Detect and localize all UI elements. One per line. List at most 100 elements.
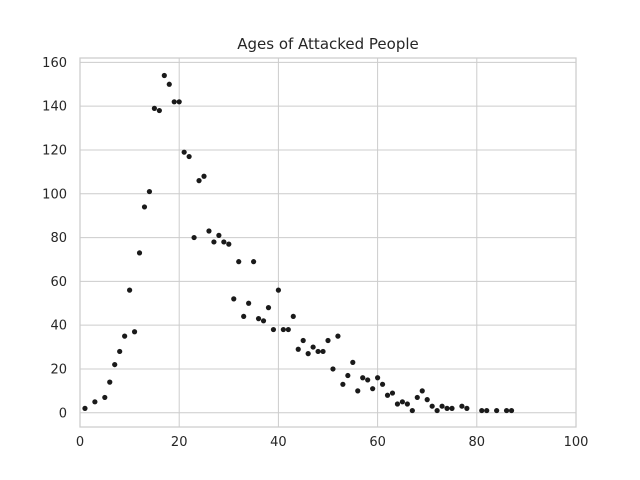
data-point — [241, 313, 247, 320]
y-tick-label: 140 — [42, 100, 67, 115]
data-point — [484, 407, 490, 414]
y-tick-label: 0 — [59, 406, 67, 421]
data-point — [310, 344, 316, 350]
data-point — [127, 287, 133, 293]
data-point — [494, 407, 500, 414]
data-point — [429, 403, 435, 409]
data-point — [325, 337, 331, 344]
data-point — [107, 379, 113, 385]
data-point — [355, 388, 361, 394]
data-point — [285, 326, 291, 333]
data-point — [300, 337, 306, 344]
data-point — [305, 351, 311, 357]
data-point — [439, 403, 445, 409]
data-point — [221, 239, 227, 245]
data-point — [181, 149, 187, 155]
data-point — [345, 372, 351, 379]
x-tick-label: 40 — [270, 435, 287, 450]
data-point — [295, 346, 301, 352]
data-point — [82, 405, 88, 411]
data-point — [340, 381, 346, 387]
data-point — [236, 259, 242, 265]
data-point — [117, 348, 123, 355]
chart-title: Ages of Attacked People — [237, 35, 419, 53]
data-point — [365, 377, 371, 383]
data-point — [102, 394, 108, 401]
data-point — [375, 375, 381, 381]
data-point — [136, 250, 143, 256]
data-point — [449, 405, 455, 411]
data-point — [315, 348, 321, 355]
y-tick-label: 100 — [42, 187, 67, 202]
data-point — [508, 407, 515, 414]
data-point — [171, 99, 177, 105]
data-point — [265, 305, 272, 311]
data-point — [201, 173, 207, 179]
data-point — [379, 381, 386, 387]
data-point — [370, 386, 376, 392]
data-point — [503, 407, 510, 414]
data-point — [464, 405, 470, 411]
data-point — [270, 326, 277, 333]
data-point — [211, 239, 217, 245]
data-point — [226, 241, 232, 247]
data-point — [320, 348, 326, 355]
x-tick-label: 80 — [469, 435, 486, 450]
data-point — [92, 399, 98, 405]
data-point — [112, 361, 118, 368]
data-point — [191, 234, 197, 241]
plot-frame — [79, 57, 577, 428]
y-axis-ticks: 0 20 40 60 80 100 120 140 160 — [42, 56, 67, 421]
data-point — [350, 359, 356, 365]
data-point — [131, 329, 138, 335]
data-point — [360, 375, 366, 381]
y-tick-label: 60 — [50, 275, 67, 290]
data-point — [186, 153, 192, 160]
data-point — [176, 99, 182, 105]
data-point — [330, 366, 336, 372]
x-tick-label: 20 — [171, 435, 188, 450]
data-point — [404, 401, 410, 407]
data-point — [122, 333, 128, 339]
data-point — [251, 259, 257, 265]
data-point — [459, 403, 465, 409]
data-point — [206, 228, 212, 234]
y-tick-label: 20 — [50, 362, 67, 377]
data-point — [384, 392, 391, 398]
data-point — [146, 188, 153, 195]
data-point — [335, 333, 341, 339]
data-point — [414, 394, 420, 401]
data-point — [196, 178, 202, 184]
data-point — [216, 232, 222, 238]
data-point — [419, 388, 425, 394]
data-point — [161, 72, 167, 79]
data-point — [275, 287, 281, 293]
data-point — [260, 318, 267, 324]
y-tick-label: 120 — [42, 143, 67, 158]
data-point — [479, 407, 485, 414]
data-point — [246, 300, 252, 306]
y-tick-label: 160 — [42, 56, 67, 71]
y-tick-label: 80 — [50, 231, 67, 246]
x-tick-label: 60 — [369, 435, 386, 450]
data-point — [434, 407, 440, 414]
data-point — [389, 390, 396, 396]
data-point — [290, 313, 296, 320]
x-axis-ticks: 0 20 40 60 80 100 — [76, 435, 589, 450]
data-point — [141, 204, 148, 210]
x-tick-label: 0 — [76, 435, 84, 450]
data-point — [424, 397, 430, 403]
data-point — [280, 326, 286, 333]
data-point — [409, 407, 415, 414]
data-point — [156, 107, 162, 114]
data-point — [399, 399, 405, 405]
data-points — [82, 72, 515, 414]
grid-lines — [79, 58, 577, 427]
data-point — [394, 401, 401, 407]
data-point — [166, 81, 172, 87]
data-point — [255, 315, 262, 322]
data-point — [444, 405, 450, 411]
data-point — [231, 296, 237, 302]
data-point — [151, 105, 157, 111]
y-tick-label: 40 — [50, 319, 67, 334]
